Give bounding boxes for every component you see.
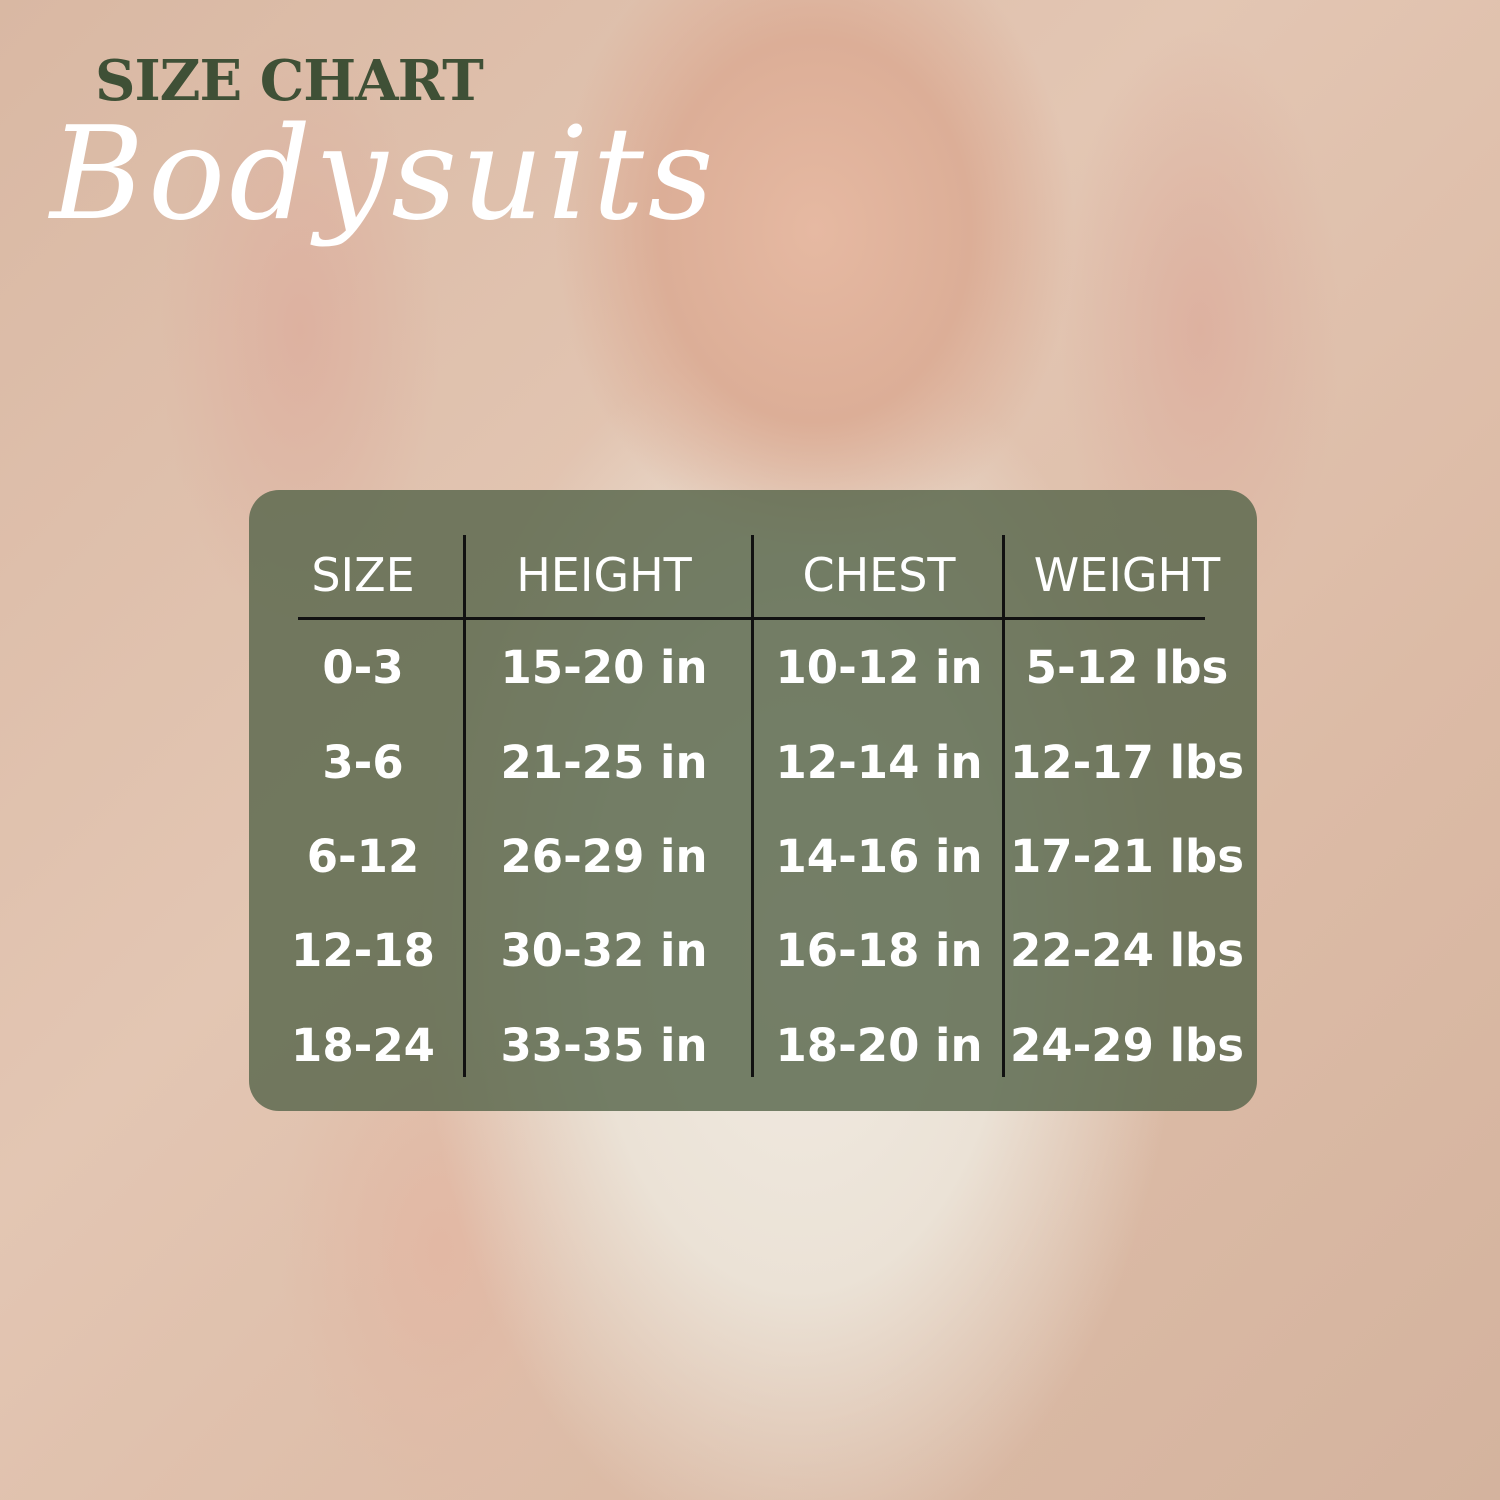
table-cell-size: 18-24	[291, 1019, 435, 1072]
table-cell-weight: 5-12 lbs	[1025, 641, 1229, 694]
table-cell-chest: 10-12 in	[775, 641, 983, 694]
table-cell-weight: 17-21 lbs	[1009, 830, 1244, 883]
table-cell-size: 0-3	[322, 641, 404, 694]
table-cell-size: 6-12	[306, 830, 420, 883]
table-cell-weight: 24-29 lbs	[1009, 1019, 1244, 1072]
column-header-height: HEIGHT	[516, 548, 692, 602]
table-cell-size: 3-6	[322, 736, 404, 789]
page-subtitle: Bodysuits	[50, 100, 718, 249]
column-divider	[463, 535, 466, 1077]
column-header-size: SIZE	[311, 548, 415, 602]
page-title: SIZE CHART	[95, 48, 484, 114]
table-cell-height: 26-29 in	[500, 830, 708, 883]
table-cell-weight: 22-24 lbs	[1009, 924, 1244, 977]
table-cell-weight: 12-17 lbs	[1009, 736, 1244, 789]
table-cell-size: 12-18	[291, 924, 435, 977]
table-cell-height: 33-35 in	[500, 1019, 708, 1072]
header-divider	[298, 617, 1205, 620]
table-cell-chest: 14-16 in	[775, 830, 983, 883]
table-cell-height: 15-20 in	[500, 641, 708, 694]
column-divider	[751, 535, 754, 1077]
column-header-chest: CHEST	[802, 548, 956, 602]
table-cell-chest: 18-20 in	[775, 1019, 983, 1072]
column-header-weight: WEIGHT	[1033, 548, 1221, 602]
column-divider	[1002, 535, 1005, 1077]
table-cell-height: 30-32 in	[500, 924, 708, 977]
table-cell-height: 21-25 in	[500, 736, 708, 789]
table-cell-chest: 16-18 in	[775, 924, 983, 977]
table-cell-chest: 12-14 in	[775, 736, 983, 789]
